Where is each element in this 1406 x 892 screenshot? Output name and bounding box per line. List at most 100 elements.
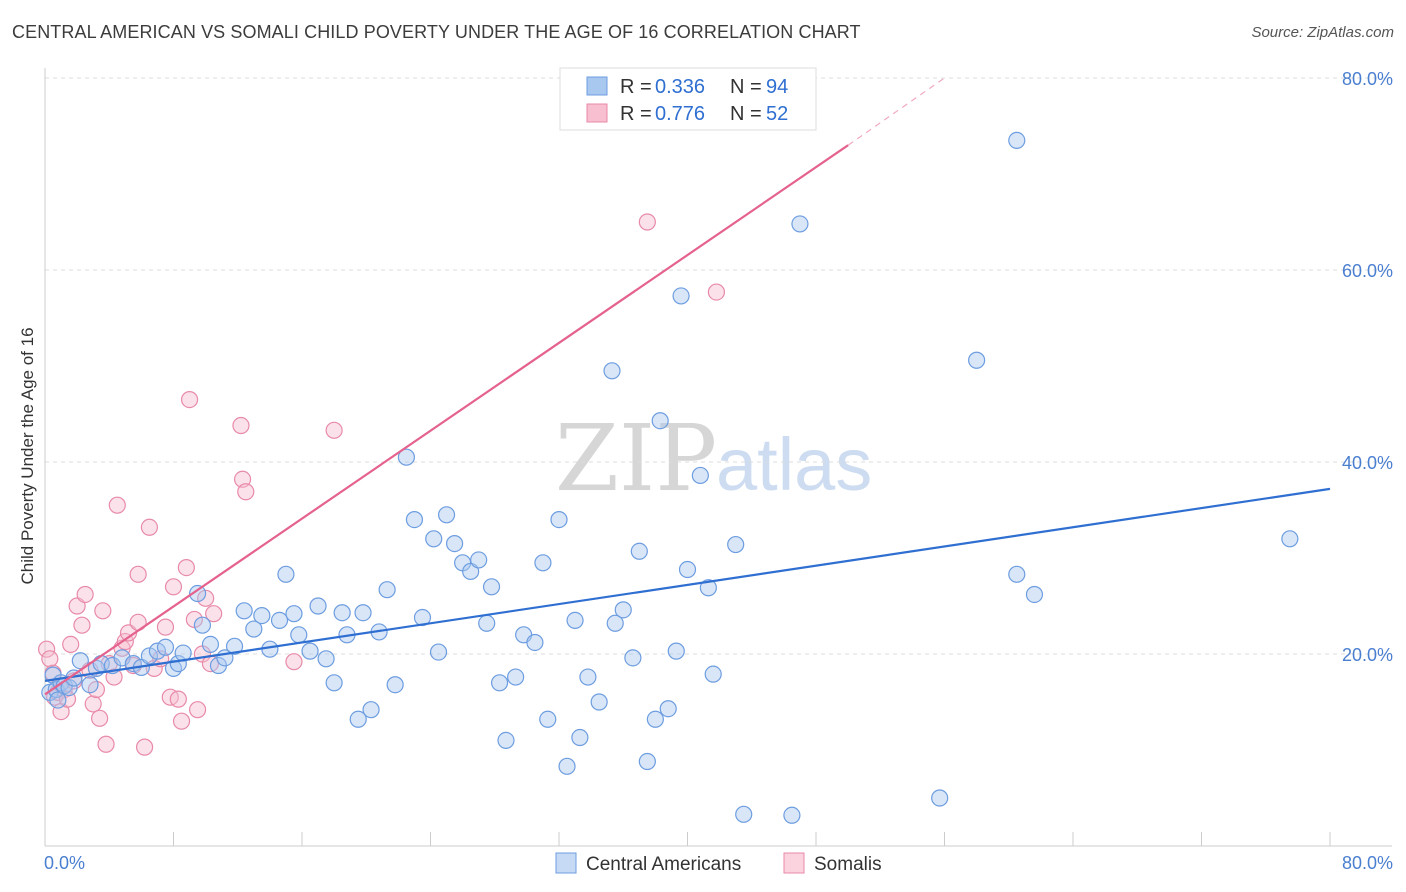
somalis-point <box>156 618 175 636</box>
watermark-atlas: atlas <box>716 423 872 506</box>
central-americans-point <box>614 601 632 619</box>
central-americans-point <box>606 614 624 632</box>
y-axis-title: Child Poverty Under the Age of 16 <box>18 327 37 584</box>
somalis-point <box>177 558 195 577</box>
somalis-point <box>97 735 115 753</box>
trend-line-somalis-extension <box>847 77 945 146</box>
central-americans-point <box>968 351 986 369</box>
central-americans-point <box>301 642 319 660</box>
central-americans-point <box>235 602 253 620</box>
legend-n-label-2: N = <box>730 103 762 125</box>
central-americans-point <box>678 560 697 579</box>
central-americans-point <box>405 510 424 529</box>
central-americans-point <box>245 620 263 638</box>
somalis-point <box>62 635 80 654</box>
central-americans-point <box>1025 585 1044 604</box>
central-americans-point <box>325 674 343 692</box>
central-americans-point <box>193 616 212 634</box>
central-americans-point <box>270 611 289 630</box>
central-americans-point <box>630 542 648 560</box>
central-americans-point <box>437 506 456 524</box>
source-credit: Source: ZipAtlas.com <box>1251 24 1394 41</box>
somalis-point <box>135 738 154 756</box>
central-americans-point <box>140 647 159 665</box>
bottom-legend-swatch-pink <box>783 852 805 874</box>
central-americans-point <box>478 614 496 632</box>
somalis-point <box>91 709 109 727</box>
bottom-legend-central-americans: Central Americans <box>586 854 741 875</box>
somalis-point <box>164 578 183 596</box>
bottom-legend-somalis: Somalis <box>814 854 882 875</box>
central-americans-point <box>624 649 642 667</box>
central-americans-point <box>285 605 303 623</box>
central-americans-point <box>558 757 576 775</box>
legend-n-value-blue: 94 <box>766 76 788 98</box>
central-americans-point <box>1281 530 1299 548</box>
somalis-point <box>140 518 159 536</box>
somalis-point <box>169 690 187 708</box>
central-americans-point <box>1008 131 1026 149</box>
central-americans-point <box>277 565 295 583</box>
legend-r-label-2: R = <box>620 103 652 125</box>
x-tick-label-min: 0.0% <box>44 853 85 873</box>
somalis-point <box>237 483 255 501</box>
central-americans-point <box>497 731 515 750</box>
legend-swatch-blue <box>586 76 608 96</box>
central-americans-point <box>783 806 801 824</box>
central-americans-point <box>349 710 367 728</box>
somalis-point <box>129 565 147 583</box>
central-americans-point <box>429 643 448 661</box>
central-americans-point <box>727 535 745 554</box>
central-americans-point <box>156 638 175 656</box>
somalis-point <box>108 496 126 514</box>
somalis-point <box>76 585 94 604</box>
central-americans-point <box>603 362 621 380</box>
somalis-point <box>188 701 207 719</box>
central-americans-point <box>579 668 597 686</box>
central-americans-point <box>290 626 308 644</box>
central-americans-point <box>445 534 464 553</box>
legend: R = 0.336 N = 94 R = 0.776 N = 52 <box>559 67 817 131</box>
central-americans-point <box>378 581 396 599</box>
central-americans-point <box>638 752 656 771</box>
y-tick-label: 20.0% <box>1342 645 1393 665</box>
watermark: ZIP atlas <box>555 405 872 512</box>
central-americans-point <box>386 676 404 694</box>
central-americans-point <box>482 578 501 596</box>
somalis-point <box>38 640 56 658</box>
central-americans-point <box>672 287 690 305</box>
legend-r-value-pink: 0.776 <box>655 103 705 125</box>
somalis-point <box>197 589 215 607</box>
x-tick-label-max: 80.0% <box>1342 853 1393 873</box>
central-americans-point <box>651 412 669 430</box>
central-americans-point <box>534 554 552 572</box>
legend-n-label: N = <box>730 76 762 98</box>
central-americans-point <box>526 633 544 652</box>
central-americans-point <box>225 637 244 655</box>
central-americans-point <box>659 700 677 718</box>
legend-swatch-pink <box>586 103 608 123</box>
central-americans-point <box>646 710 664 728</box>
central-americans-point <box>164 659 183 678</box>
central-americans-point <box>362 701 380 719</box>
central-americans-point <box>333 604 351 622</box>
central-americans-point <box>188 584 207 603</box>
central-americans-point <box>1008 565 1026 583</box>
central-americans-point <box>354 604 372 622</box>
somalis-point <box>232 416 250 435</box>
central-americans-point <box>699 579 717 597</box>
trend-line-central-americans <box>44 487 1331 682</box>
central-americans-point <box>253 606 271 625</box>
central-americans-point <box>735 805 753 823</box>
central-americans-points <box>41 131 1299 824</box>
central-americans-point <box>201 635 220 654</box>
central-americans-point <box>490 674 509 692</box>
central-americans-point <box>60 678 78 697</box>
bottom-legend-swatch-blue <box>555 852 577 874</box>
central-americans-point <box>539 710 557 728</box>
central-americans-point <box>931 789 949 807</box>
somalis-point <box>73 616 91 634</box>
somalis-point <box>638 213 656 231</box>
watermark-zip: ZIP <box>555 405 717 512</box>
legend-r-value-blue: 0.336 <box>655 76 705 98</box>
